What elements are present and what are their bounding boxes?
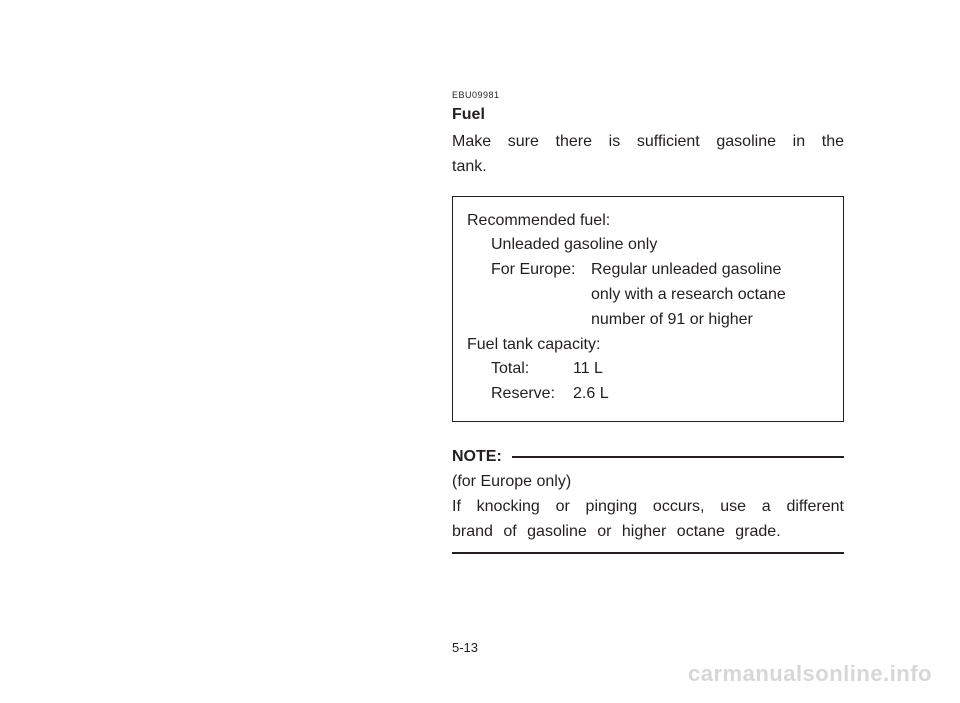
watermark: carmanualsonline.info: [688, 661, 932, 687]
reserve-row: Reserve: 2.6 L: [467, 382, 829, 407]
europe-val-2: only with a research octane: [591, 283, 829, 308]
note-rule-bottom: [452, 552, 844, 554]
note-line2: If knocking or pinging occurs, use a dif…: [452, 495, 844, 545]
spec-box: Recommended fuel: Unleaded gasoline only…: [452, 196, 844, 422]
europe-row: For Europe: Regular unleaded gasoline on…: [467, 258, 829, 332]
europe-label: For Europe:: [491, 258, 591, 332]
rec-fuel-value: Unleaded gasoline only: [467, 233, 829, 258]
document-code: EBU09981: [452, 90, 844, 100]
note-rule-top: [512, 456, 844, 458]
capacity-label: Fuel tank capacity:: [467, 333, 829, 358]
intro-text: Make sure there is sufficient gasoline i…: [452, 130, 844, 180]
total-row: Total: 11 L: [467, 357, 829, 382]
reserve-label: Reserve:: [491, 382, 573, 407]
note-line1: (for Europe only): [452, 470, 844, 495]
page-number: 5-13: [452, 640, 478, 655]
total-value: 11 L: [573, 357, 603, 382]
section-title: Fuel: [452, 106, 844, 124]
rec-fuel-label: Recommended fuel:: [467, 209, 829, 234]
note-label: NOTE:: [452, 448, 512, 466]
reserve-value: 2.6 L: [573, 382, 609, 407]
note-header: NOTE:: [452, 448, 844, 466]
total-label: Total:: [491, 357, 573, 382]
europe-val-3: number of 91 or higher: [591, 308, 829, 333]
manual-page-content: EBU09981 Fuel Make sure there is suffici…: [452, 90, 844, 554]
europe-val-1: Regular unleaded gasoline: [591, 258, 829, 283]
